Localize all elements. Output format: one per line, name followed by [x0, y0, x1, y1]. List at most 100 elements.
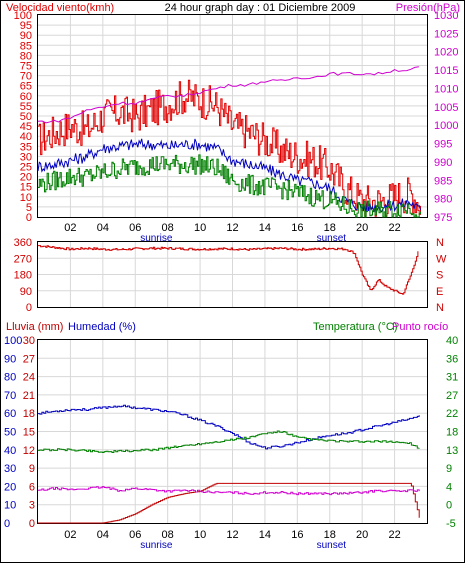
- wind-tick-label: 85: [20, 40, 32, 52]
- dewpoint-axis-label: Punto rocío: [392, 321, 448, 333]
- panel-wind-frame: [37, 14, 428, 218]
- temperature-tick-label: 13: [446, 445, 458, 457]
- panel-direction-frame: [37, 241, 428, 308]
- rain-tick-label: 27: [23, 353, 35, 365]
- rain-tick-label: 6: [29, 481, 35, 493]
- sunrise-label: sunrise: [140, 233, 173, 244]
- wind-tick-label: 5: [26, 202, 32, 214]
- wind-tick-label: 80: [20, 50, 32, 62]
- sunset-label: sunset: [317, 540, 347, 551]
- humidity-tick-label: 50: [4, 427, 16, 439]
- series-layer: [37, 66, 421, 524]
- compass-tick-label: N: [436, 237, 444, 249]
- rain-tick-label: 0: [29, 518, 35, 530]
- humidity-tick-label: 70: [4, 390, 16, 402]
- hour-tick-label: 04: [97, 222, 109, 234]
- sunrise-label: sunrise: [140, 540, 173, 551]
- wind-tick-label: 20: [20, 172, 32, 184]
- wind-low-line: [38, 154, 421, 218]
- rain-tick-label: 21: [23, 390, 35, 402]
- hour-tick-label: 08: [162, 529, 174, 541]
- humidity-tick-label: 90: [4, 353, 16, 365]
- temperature-tick-label: 4: [446, 481, 452, 493]
- hour-tick-label: 22: [388, 529, 400, 541]
- wind-tick-label: 15: [20, 182, 32, 194]
- pressure-tick-label: 1030: [434, 10, 458, 22]
- hour-tick-label: 20: [356, 529, 368, 541]
- compass-tick-label: W: [436, 253, 447, 265]
- direction-tick-label: 270: [14, 253, 32, 265]
- direction-tick-label: 180: [14, 270, 32, 282]
- wind-tick-label: 55: [20, 101, 32, 113]
- rain-tick-label: 15: [23, 427, 35, 439]
- direction-tick-label: 360: [14, 237, 32, 249]
- temperature-tick-label: 27: [446, 390, 458, 402]
- wind-tick-label: 35: [20, 141, 32, 153]
- wind-tick-label: 50: [20, 111, 32, 123]
- pressure-tick-label: 1025: [434, 28, 458, 40]
- temperature-tick-label: 0: [446, 500, 452, 512]
- wind-tick-label: 100: [14, 10, 32, 22]
- temperature-tick-label: 31: [446, 372, 458, 384]
- pressure-tick-label: 1010: [434, 83, 458, 95]
- hour-tick-label: 08: [162, 222, 174, 234]
- hour-tick-label: 16: [291, 222, 303, 234]
- wind-speed-line: [38, 79, 421, 217]
- humidity-tick-label: 60: [4, 408, 16, 420]
- rain-tick-label: 12: [23, 445, 35, 457]
- panel-humidity-frame: [37, 339, 428, 524]
- rain-tick-label: 24: [23, 372, 35, 384]
- rain-tick-label: 30: [23, 335, 35, 347]
- pressure-tick-label: 975: [434, 212, 452, 224]
- hour-tick-label: 10: [194, 529, 206, 541]
- pressure-tick-label: 985: [434, 175, 452, 187]
- hour-tick-label: 20: [356, 222, 368, 234]
- pressure-axis-label: Presión(hPa): [396, 2, 460, 14]
- compass-tick-label: N: [436, 302, 444, 314]
- wind-tick-label: 75: [20, 61, 32, 73]
- chart-title: 24 hour graph day : 01 Diciembre 2009: [165, 2, 356, 14]
- hour-tick-label: 18: [324, 529, 336, 541]
- pressure-tick-label: 995: [434, 139, 452, 151]
- humidity-axis-label: Humedad (%): [68, 321, 136, 333]
- pressure-tick-label: 1005: [434, 102, 458, 114]
- humidity-tick-label: 100: [4, 335, 22, 347]
- humidity-tick-label: 20: [4, 481, 16, 493]
- temperature-line: [38, 430, 420, 453]
- wind-tick-label: 0: [26, 212, 32, 224]
- hour-tick-label: 14: [259, 529, 271, 541]
- wind-direction-line: [38, 245, 419, 295]
- wind-tick-label: 45: [20, 121, 32, 133]
- wind-tick-label: 30: [20, 151, 32, 163]
- wind-average-line: [37, 138, 421, 213]
- temperature-tick-label: 36: [446, 353, 458, 365]
- humidity-tick-label: 40: [4, 445, 16, 457]
- rain-axis-label: Lluvia (mm): [6, 321, 63, 333]
- pressure-tick-label: 1015: [434, 65, 458, 77]
- tick-label-layer: 0510152025303540455055606570758085909510…: [4, 10, 458, 551]
- hour-tick-label: 06: [129, 529, 141, 541]
- hour-tick-label: 16: [291, 529, 303, 541]
- wind-tick-label: 90: [20, 30, 32, 42]
- hour-tick-label: 06: [129, 222, 141, 234]
- temperature-tick-label: 18: [446, 427, 458, 439]
- dewpoint-line: [38, 486, 420, 496]
- wind-tick-label: 10: [20, 192, 32, 204]
- direction-tick-label: 90: [20, 286, 32, 298]
- wind-tick-label: 60: [20, 91, 32, 103]
- hour-tick-label: 10: [194, 222, 206, 234]
- humidity-tick-label: 30: [4, 463, 16, 475]
- humidity-tick-label: 0: [4, 518, 10, 530]
- temperature-tick-label: 9: [446, 463, 452, 475]
- pressure-tick-label: 990: [434, 157, 452, 169]
- pressure-tick-label: 1000: [434, 120, 458, 132]
- sunset-label: sunset: [317, 233, 347, 244]
- temperature-tick-label: -5: [446, 518, 456, 530]
- pressure-tick-label: 1020: [434, 47, 458, 59]
- wind-axis-label: Velocidad viento(kmh): [6, 2, 114, 14]
- wind-tick-label: 70: [20, 71, 32, 83]
- hour-tick-label: 14: [259, 222, 271, 234]
- rain-tick-label: 18: [23, 408, 35, 420]
